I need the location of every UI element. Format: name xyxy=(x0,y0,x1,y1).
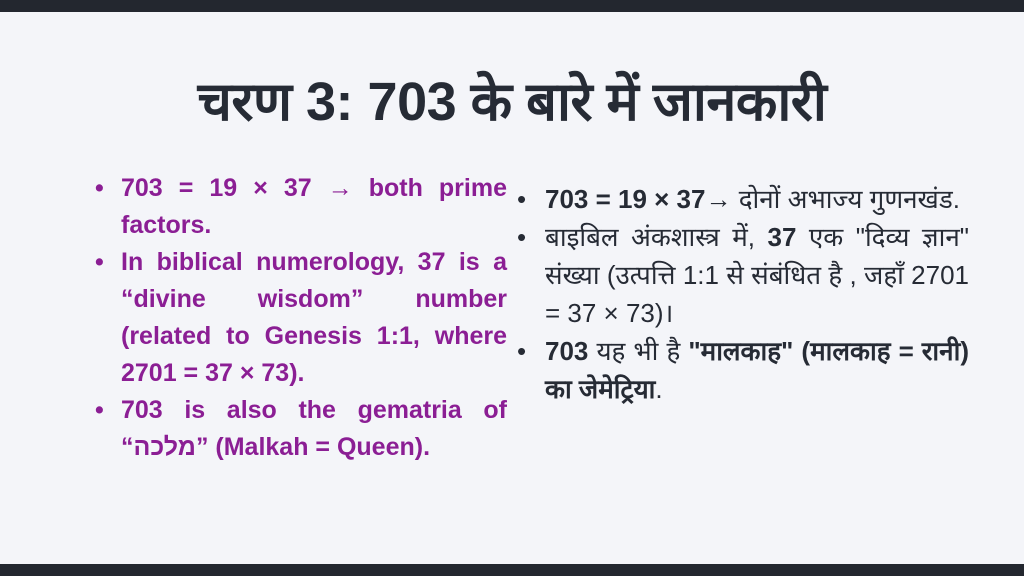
text-segment: 703 = 19 × 37 xyxy=(545,184,706,214)
text-segment: 703 = 19 × 37 → both prime factors. xyxy=(121,174,507,239)
text-segment: बाइबिल अंकशास्त्र में, xyxy=(545,222,768,252)
text-segment: "मालकाह" (मालकाह = रानी) का जेमेट्रिया xyxy=(545,336,969,404)
bottom-accent-bar xyxy=(0,564,1024,576)
text-segment: In biblical numerology, 37 is a “divine … xyxy=(121,248,507,387)
bullet-list-hindi: 703 = 19 × 37→ दोनों अभाज्य गुणनखंड.बाइब… xyxy=(515,180,969,408)
list-item: 703 = 19 × 37→ दोनों अभाज्य गुणनखंड. xyxy=(515,180,969,218)
list-item: बाइबिल अंकशास्त्र में, 37 एक "दिव्य ज्ञा… xyxy=(515,218,969,332)
list-item: 703 यह भी है "मालकाह" (मालकाह = रानी) का… xyxy=(515,332,969,408)
text-segment: → दोनों अभाज्य गुणनखंड. xyxy=(705,184,960,214)
content-columns: 703 = 19 × 37 → both prime factors. In bi… xyxy=(93,170,969,466)
list-item: 703 = 19 × 37 → both prime factors. xyxy=(93,170,507,244)
top-accent-bar xyxy=(0,0,1024,12)
text-segment: यह भी है xyxy=(588,336,689,366)
list-item: 703 is also the gematria of “מלכה” (Malk… xyxy=(93,392,507,466)
text-segment: एक "दिव्य ज्ञान" संख्या (उत्पत्ति 1:1 से… xyxy=(545,222,969,328)
page-title: चरण 3: 703 के बारे में जानकारी xyxy=(197,72,827,132)
text-segment: 703 xyxy=(545,336,589,366)
text-segment: 703 is also the gematria of “מלכה” (Malk… xyxy=(121,396,507,461)
text-segment: . xyxy=(655,374,663,404)
list-item: In biblical numerology, 37 is a “divine … xyxy=(93,244,507,392)
bullet-list-english: 703 = 19 × 37 → both prime factors. In bi… xyxy=(93,170,507,466)
text-segment: 37 xyxy=(767,222,797,252)
